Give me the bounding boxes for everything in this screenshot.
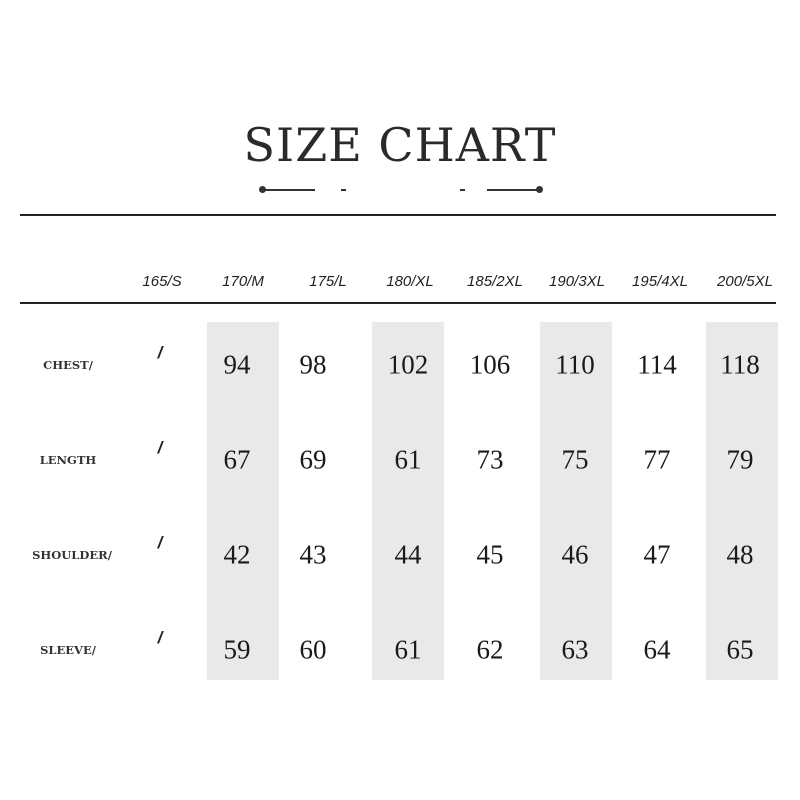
table-cell: / — [157, 628, 163, 647]
ornament-dot — [536, 186, 543, 193]
table-cell: 114 — [637, 349, 677, 380]
table-cell: 64 — [643, 634, 671, 665]
column-shade — [207, 322, 279, 680]
table-cell: 94 — [223, 349, 251, 380]
table-cell: 65 — [726, 634, 754, 665]
table-cell: 102 — [387, 349, 429, 380]
ornament-dot — [259, 186, 266, 193]
divider — [20, 214, 776, 216]
column-header: 200/5XL — [717, 273, 773, 290]
table-cell: / — [157, 438, 163, 457]
row-label: SHOULDER/ — [32, 548, 112, 562]
table-cell: 43 — [299, 539, 327, 570]
table-cell: 110 — [555, 349, 595, 380]
ornament-line — [487, 189, 539, 191]
table-cell: 46 — [561, 539, 589, 570]
ornament-line — [263, 189, 315, 191]
table-cell: 98 — [299, 349, 327, 380]
table-cell: 118 — [720, 349, 760, 380]
row-label: SLEEVE/ — [40, 643, 96, 657]
column-shade — [706, 322, 778, 680]
table-cell: 47 — [643, 539, 671, 570]
table-cell: 106 — [469, 349, 511, 380]
column-header: 165/S — [142, 273, 182, 290]
table-cell: 60 — [299, 634, 327, 665]
table-cell: / — [157, 343, 163, 362]
table-cell: 62 — [476, 634, 504, 665]
table-cell: 45 — [476, 539, 504, 570]
column-header: 175/L — [309, 273, 347, 290]
page-title: SIZE CHART — [243, 118, 557, 172]
table-cell: 59 — [223, 634, 251, 665]
table-cell: 63 — [561, 634, 589, 665]
table-cell: 42 — [223, 539, 251, 570]
table-cell: 73 — [476, 444, 504, 475]
table-cell: 61 — [394, 634, 422, 665]
column-header: 180/XL — [386, 273, 434, 290]
table-cell: 79 — [726, 444, 754, 475]
ornament-dash — [460, 189, 465, 191]
column-header: 170/M — [222, 273, 264, 290]
column-header: 195/4XL — [632, 273, 688, 290]
row-label: LENGTH — [39, 453, 97, 467]
table-cell: / — [157, 533, 163, 552]
table-cell: 69 — [299, 444, 327, 475]
table-cell: 67 — [223, 444, 251, 475]
table-cell: 77 — [643, 444, 671, 475]
table-cell: 61 — [394, 444, 422, 475]
table-cell: 44 — [394, 539, 422, 570]
column-header: 185/2XL — [467, 273, 523, 290]
divider — [20, 302, 776, 304]
column-shade — [372, 322, 444, 680]
row-label: CHEST/ — [43, 358, 93, 372]
column-shade — [540, 322, 612, 680]
table-cell: 75 — [561, 444, 589, 475]
table-cell: 48 — [726, 539, 754, 570]
column-header: 190/3XL — [549, 273, 605, 290]
ornament-dash — [341, 189, 346, 191]
